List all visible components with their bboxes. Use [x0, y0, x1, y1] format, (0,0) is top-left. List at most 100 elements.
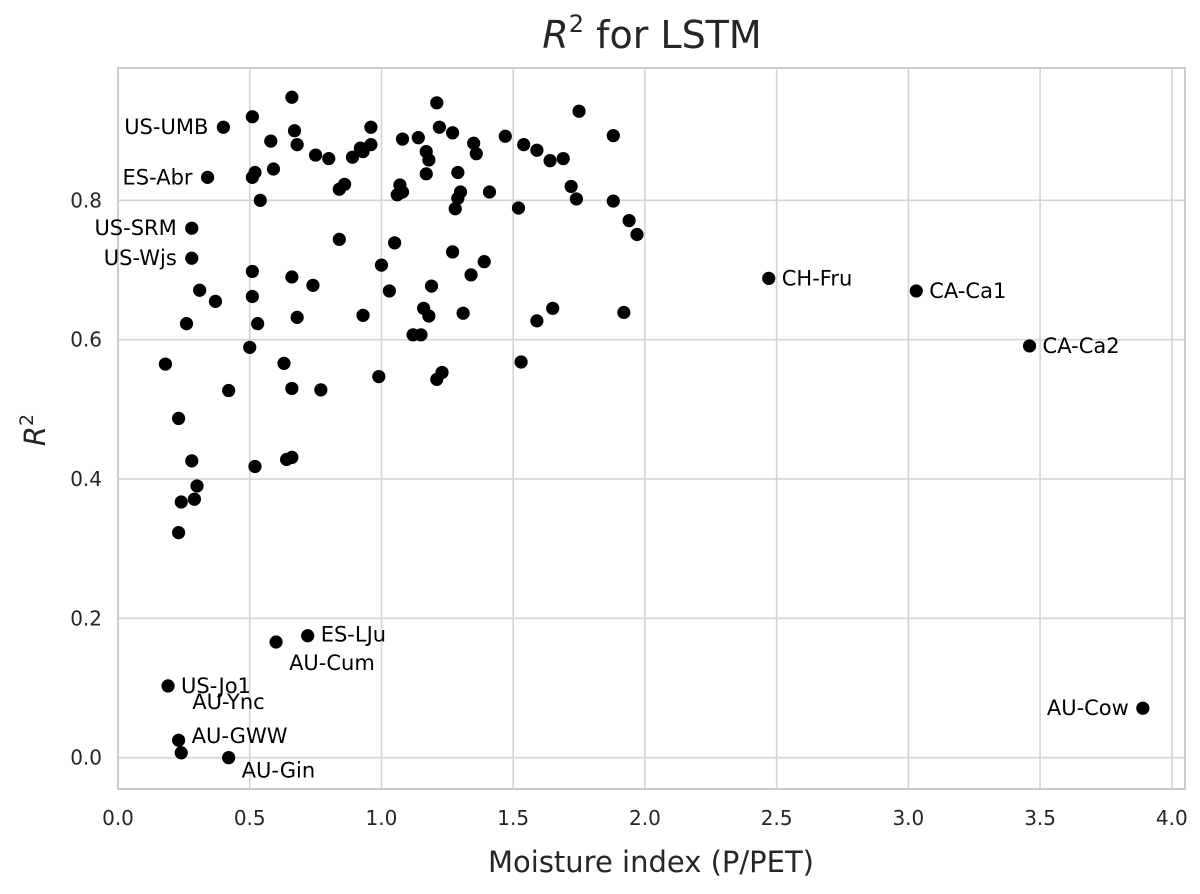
scatter-point — [179, 317, 194, 331]
scatter-point — [374, 258, 389, 272]
scatter-point — [285, 90, 299, 104]
scatter-point — [517, 138, 531, 152]
scatter-point — [287, 124, 302, 138]
scatter-point — [285, 450, 299, 465]
scatter-point — [222, 751, 236, 765]
scatter-point — [395, 185, 410, 199]
scatter-point — [482, 185, 497, 199]
scatter-point — [332, 232, 346, 246]
x-tick-label: 4.0 — [1156, 806, 1188, 830]
scatter-point — [1136, 701, 1150, 715]
scatter-point — [243, 340, 257, 354]
scatter-point — [248, 165, 262, 180]
scatter-point — [208, 294, 223, 308]
scatter-point — [264, 134, 278, 148]
scatter-point — [308, 148, 323, 162]
scatter-point — [395, 132, 410, 146]
x-tick-label: 1.5 — [497, 806, 529, 830]
scatter-point — [322, 151, 336, 166]
site-label: AU-Cum — [289, 651, 375, 675]
x-tick-label: 2.0 — [629, 806, 661, 830]
scatter-point — [174, 746, 188, 760]
scatter-point — [171, 526, 186, 540]
x-tick-label: 2.5 — [761, 806, 793, 830]
y-axis-label-main: R — [18, 426, 52, 446]
scatter-point — [464, 268, 478, 282]
scatter-point — [411, 131, 425, 145]
scatter-point — [477, 255, 491, 269]
site-label: ES-LJu — [321, 623, 386, 647]
scatter-point — [187, 492, 202, 506]
scatter-point — [266, 162, 281, 176]
scatter-point — [453, 185, 468, 199]
y-axis-label-superscript: 2 — [16, 414, 38, 426]
site-label: AU-Gin — [242, 759, 316, 783]
scatter-point — [277, 356, 291, 370]
scatter-point — [546, 301, 560, 315]
scatter-point — [432, 120, 447, 134]
scatter-point — [762, 271, 776, 285]
y-tick-label: 0.6 — [70, 328, 102, 352]
site-label: US-Jo1 — [181, 674, 251, 698]
scatter-point — [345, 150, 360, 164]
scatter-point — [467, 136, 481, 150]
scatter-point — [424, 279, 439, 293]
scatter-point — [216, 120, 230, 134]
site-label: AU-Ync — [192, 690, 265, 714]
scatter-point — [382, 284, 396, 298]
scatter-point — [356, 308, 370, 322]
scatter-point — [337, 177, 352, 191]
annotations: US-UMB ES-Abr US-SRM US-Wjs CH-Fru CA-Ca1 CA-C… — [94, 115, 1128, 782]
x-tick-label: 0.5 — [234, 806, 266, 830]
scatter-point — [174, 495, 188, 509]
scatter-point — [190, 479, 204, 493]
scatter-point — [630, 227, 644, 242]
site-label: US-Wjs — [104, 246, 177, 270]
site-label: US-SRM — [94, 216, 176, 240]
site-label: ES-Abr — [123, 165, 193, 189]
scatter-point — [456, 306, 470, 320]
scatter-point — [498, 129, 512, 143]
scatter-point — [564, 179, 578, 194]
scatter-point — [185, 454, 199, 468]
site-label: CA-Ca1 — [929, 279, 1006, 303]
x-tick-label: 3.5 — [1024, 806, 1056, 830]
scatter-point — [388, 236, 402, 250]
x-tick-label: 1.0 — [366, 806, 398, 830]
site-label: CH-Fru — [782, 266, 853, 290]
data-points — [158, 90, 1150, 765]
scatter-point — [248, 459, 262, 474]
scatter-point — [430, 96, 444, 110]
scatter-point — [414, 328, 428, 342]
x-axis-label: Moisture index (P/PET) — [488, 845, 814, 879]
scatter-point — [617, 305, 631, 320]
chart-title: R2 for LSTM — [542, 10, 761, 57]
scatter-point — [569, 192, 584, 206]
scatter-point — [422, 309, 436, 323]
scatter-point — [251, 317, 265, 331]
scatter-point — [514, 355, 528, 369]
scatter-point — [445, 126, 460, 140]
scatter-point — [314, 383, 328, 397]
scatter-point — [422, 153, 436, 167]
scatter-point — [161, 679, 175, 693]
scatter-point — [530, 314, 544, 328]
chart-title-rest: for LSTM — [584, 13, 762, 57]
plot-frame — [117, 67, 1186, 790]
scatter-point — [1022, 339, 1037, 353]
scatter-point — [222, 383, 236, 398]
y-tick-label: 0.4 — [70, 467, 102, 491]
scatter-point — [193, 283, 207, 297]
tick-labels: 0.0 0.5 1.0 1.5 2.0 2.5 3.0 3.5 4.0 0.0 0.2 0.4 0.6 0… — [70, 188, 1188, 830]
scatter-point — [245, 264, 259, 279]
scatter-point — [451, 165, 465, 180]
scatter-point — [253, 193, 267, 207]
y-axis-label: R2 — [16, 414, 52, 446]
scatter-point — [364, 120, 378, 134]
scatter-point — [285, 270, 299, 284]
scatter-point — [269, 635, 283, 649]
scatter-point — [290, 310, 304, 324]
scatter-point — [185, 251, 199, 265]
scatter-point — [372, 370, 386, 384]
scatter-point — [622, 213, 636, 228]
